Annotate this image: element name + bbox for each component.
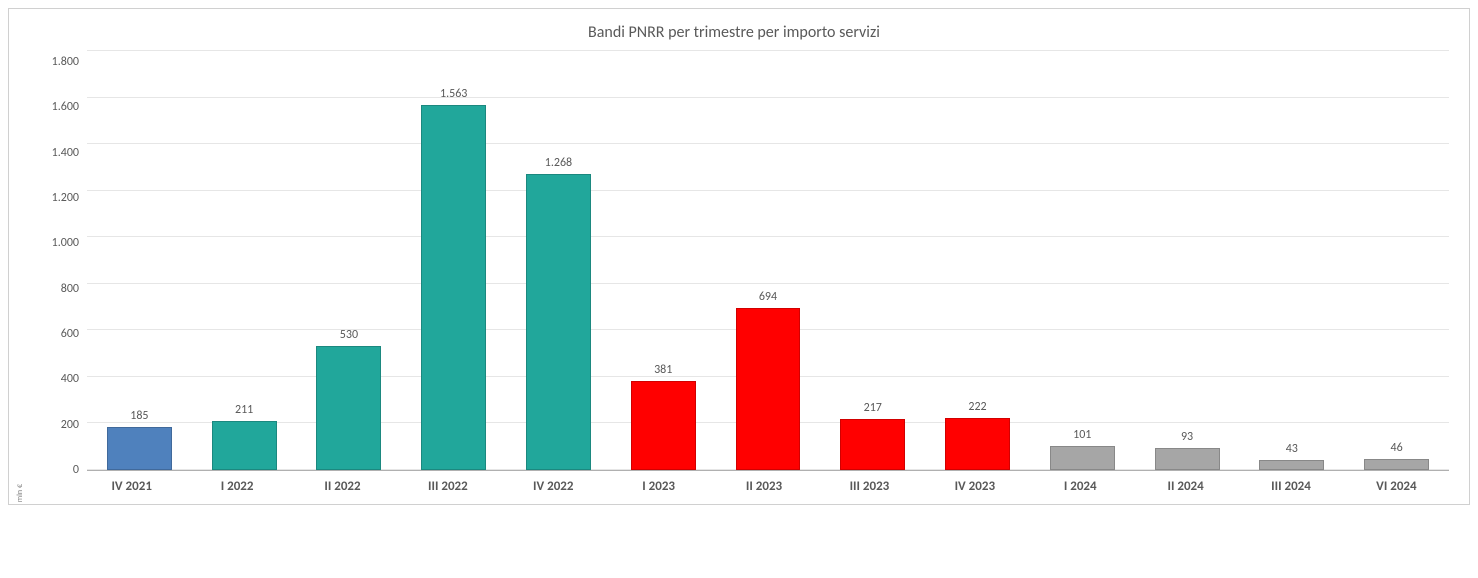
y-tick: 400	[61, 373, 79, 385]
bar-value-label: 43	[1286, 442, 1298, 456]
y-tick: 1.000	[52, 237, 79, 249]
bar-value-label: 46	[1390, 441, 1402, 455]
x-axis: IV 2021I 2022II 2022III 2022IV 2022I 202…	[79, 479, 1449, 494]
x-tick: IV 2022	[501, 479, 606, 494]
bar-wrap: 1.268	[506, 156, 611, 470]
bar-value-label: 101	[1073, 428, 1091, 442]
y-tick: 1.800	[52, 56, 79, 68]
y-tick: 600	[61, 328, 79, 340]
bar	[945, 418, 1010, 470]
y-tick: 1.400	[52, 147, 79, 159]
bar-value-label: 530	[340, 328, 358, 342]
bar-value-label: 1.563	[440, 87, 467, 101]
y-axis: 1.8001.6001.4001.2001.0008006004002000	[19, 50, 87, 470]
y-axis-unit-label: mln €	[15, 484, 25, 502]
x-tick: II 2024	[1133, 479, 1238, 494]
bar-wrap: 46	[1344, 441, 1449, 470]
bar-wrap: 93	[1135, 430, 1240, 470]
plot-frame: 1.8001.6001.4001.2001.0008006004002000 1…	[19, 50, 1449, 471]
bar-wrap: 217	[820, 401, 925, 470]
x-tick: I 2022	[184, 479, 289, 494]
plot-area: 185 211 530 1.563 1.268 381 694 217 222 101 93 43 46	[87, 50, 1449, 471]
y-tick: 200	[61, 419, 79, 431]
bar	[212, 421, 277, 470]
bar	[316, 346, 381, 470]
bar-value-label: 381	[654, 363, 672, 377]
bar	[1050, 446, 1115, 470]
x-tick: III 2022	[395, 479, 500, 494]
bar-value-label: 222	[968, 400, 986, 414]
bar	[421, 105, 486, 470]
bar-value-label: 93	[1181, 430, 1193, 444]
bar	[526, 174, 591, 470]
bar	[1364, 459, 1429, 470]
y-tick: 1.200	[52, 192, 79, 204]
bar-wrap: 101	[1030, 428, 1135, 470]
bar-wrap: 530	[297, 328, 402, 470]
bar	[736, 308, 801, 470]
bar-wrap: 1.563	[401, 87, 506, 470]
x-tick: IV 2021	[79, 479, 184, 494]
x-tick: III 2023	[817, 479, 922, 494]
bar	[1155, 448, 1220, 470]
chart-container: Bandi PNRR per trimestre per importo ser…	[8, 8, 1470, 505]
y-tick: 800	[61, 283, 79, 295]
x-tick: I 2023	[606, 479, 711, 494]
x-tick: III 2024	[1238, 479, 1343, 494]
x-tick: VI 2024	[1344, 479, 1449, 494]
bar-value-label: 211	[235, 403, 253, 417]
bar-value-label: 185	[130, 409, 148, 423]
bar-value-label: 1.268	[545, 156, 572, 170]
bar-wrap: 222	[925, 400, 1030, 470]
x-tick: I 2024	[1028, 479, 1133, 494]
bar-wrap: 381	[611, 363, 716, 470]
bar	[1259, 460, 1324, 470]
bar-wrap: 185	[87, 409, 192, 470]
bar	[840, 419, 905, 470]
bar-value-label: 217	[864, 401, 882, 415]
x-tick: II 2022	[290, 479, 395, 494]
y-tick: 0	[73, 464, 79, 476]
bars-group: 185 211 530 1.563 1.268 381 694 217 222 101 93 43 46	[87, 50, 1449, 470]
chart-title: Bandi PNRR per trimestre per importo ser…	[19, 23, 1449, 42]
y-tick: 1.600	[52, 101, 79, 113]
bar-value-label: 694	[759, 290, 777, 304]
x-tick: II 2023	[711, 479, 816, 494]
bar-wrap: 211	[192, 403, 297, 470]
bar-wrap: 694	[716, 290, 821, 470]
bar-wrap: 43	[1239, 442, 1344, 470]
bar	[107, 427, 172, 470]
x-tick: IV 2023	[922, 479, 1027, 494]
bar	[631, 381, 696, 470]
